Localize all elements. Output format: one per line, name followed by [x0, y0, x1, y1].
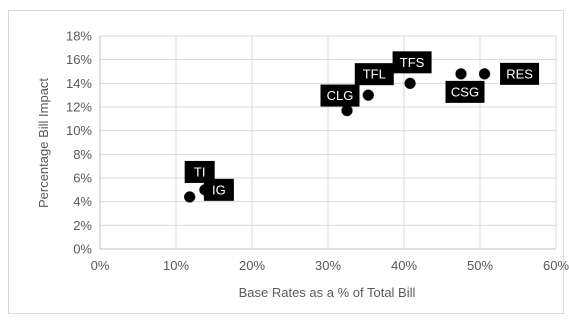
data-label-box: [320, 84, 360, 107]
data-point-tfs: [404, 77, 416, 90]
y-tick-label: 6%: [73, 171, 92, 186]
data-label-text: CSG: [451, 84, 479, 99]
y-tick-label: 8%: [73, 147, 92, 162]
data-point-clg: [341, 104, 353, 117]
data-point-tfl: [362, 89, 375, 101]
x-tick-label: 0%: [91, 258, 110, 273]
data-label-box: [392, 51, 432, 74]
data-label-text: TFS: [400, 55, 425, 70]
x-tick-label: 10%: [163, 258, 189, 273]
data-label-text: RES: [506, 66, 533, 81]
x-tick-label: 20%: [239, 258, 265, 273]
y-tick-label: 12%: [66, 100, 92, 115]
data-label-csg: CSG: [445, 80, 485, 103]
data-label-text: CLG: [327, 88, 354, 103]
data-label-clg: CLG: [320, 84, 360, 107]
data-label-ti: TI: [184, 160, 215, 183]
data-label-tfs: TFS: [392, 51, 432, 74]
data-label-tfl: TFL: [354, 63, 394, 86]
data-labels: TI IG CLG TFL TFS CSG RES: [184, 51, 540, 201]
data-point-csg: [455, 68, 467, 80]
x-tick-label: 60%: [543, 258, 569, 273]
data-label-text: TI: [194, 164, 206, 179]
data-label-box: [354, 63, 394, 86]
data-label-box: [184, 160, 215, 183]
gridlines: [99, 35, 557, 250]
y-tick-label: 10%: [66, 123, 92, 138]
x-tick-label: 40%: [391, 258, 417, 273]
y-tick-label: 16%: [66, 52, 92, 67]
data-label-text: IG: [212, 182, 226, 197]
y-axis-title: Percentage Bill Impact: [36, 78, 51, 208]
data-label-res: RES: [500, 62, 540, 85]
x-tick-label: 50%: [467, 258, 493, 273]
axes: 0% 2% 4% 6% 8% 10% 12% 14% 16% 18% 0% 10% 20% 30% 40% 5…: [66, 29, 569, 274]
y-tick-label: 0%: [73, 242, 92, 257]
data-label-box: [500, 62, 540, 85]
y-tick-label: 2%: [73, 218, 92, 233]
data-point-ti: [183, 191, 196, 203]
data-label-text: TFL: [363, 67, 386, 82]
y-tick-label: 18%: [66, 29, 92, 44]
data-label-ig: IG: [203, 178, 234, 201]
x-tick-label: 30%: [315, 258, 341, 273]
chart-frame: [8, 10, 564, 314]
data-point-res: [478, 68, 491, 80]
y-tick-label: 14%: [66, 76, 92, 91]
y-tick-label: 4%: [73, 194, 92, 209]
x-axis-title: Base Rates as a % of Total Bill: [239, 285, 416, 300]
data-label-box: [203, 178, 234, 201]
data-label-box: [445, 80, 485, 103]
